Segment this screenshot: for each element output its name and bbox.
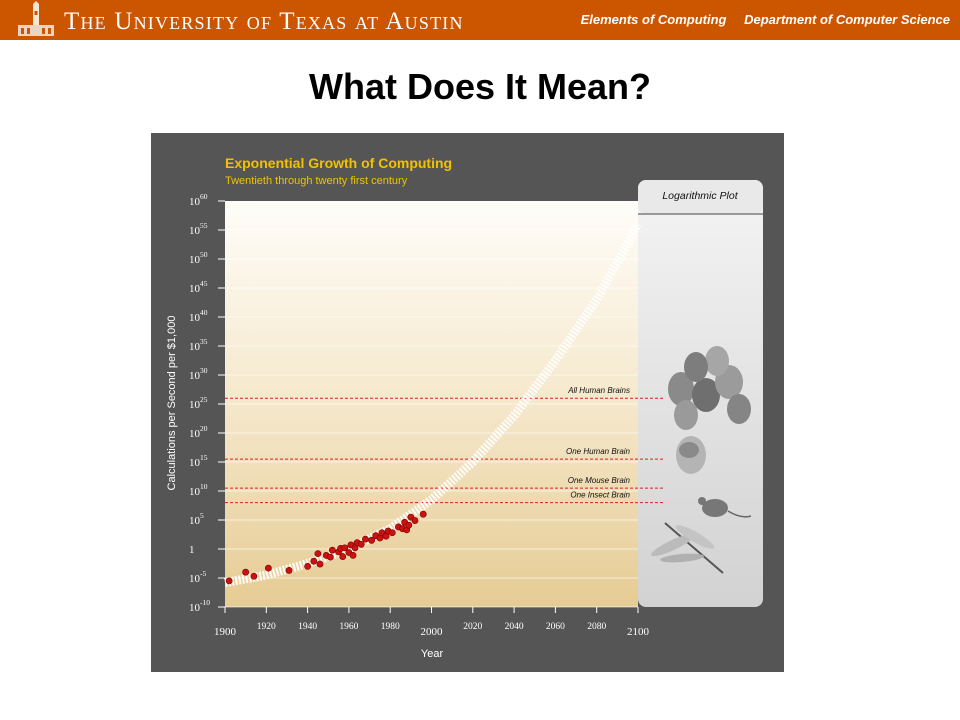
- x-tick-label: 1920: [257, 622, 276, 632]
- ut-tower-logo: [18, 1, 54, 36]
- data-point: [285, 567, 293, 574]
- course-link[interactable]: Elements of Computing: [580, 12, 727, 27]
- data-point: [362, 535, 369, 543]
- header-banner: The University of Texas at Austin Elemen…: [0, 0, 960, 40]
- chart-svg: Logarithmic Plot Exponential Growth of C…: [151, 133, 784, 672]
- data-point: [405, 521, 413, 529]
- y-tick-label: 1: [189, 544, 195, 556]
- x-tick-label: 2060: [546, 622, 565, 632]
- data-point: [341, 544, 349, 552]
- x-tick-label: 2100: [627, 626, 650, 638]
- x-tick-label: 2040: [505, 622, 524, 632]
- brain-head-illustration: [676, 436, 706, 474]
- data-point: [304, 562, 311, 570]
- data-point: [326, 553, 334, 561]
- university-name: The University of Texas at Austin: [64, 8, 464, 35]
- data-point: [225, 577, 233, 585]
- chart-subtitle: Twentieth through twenty first century: [225, 175, 408, 187]
- x-tick-label: 1980: [381, 622, 400, 632]
- x-tick-label: 2020: [463, 622, 482, 632]
- data-point: [411, 517, 419, 524]
- x-tick-label: 1960: [339, 622, 358, 632]
- data-point: [314, 550, 322, 558]
- scale-note: Logarithmic Plot: [662, 190, 738, 202]
- data-point: [242, 568, 250, 576]
- data-point: [349, 551, 357, 559]
- x-axis-label: Year: [421, 648, 444, 660]
- x-tick-label: 1940: [298, 622, 317, 632]
- data-point: [264, 564, 272, 572]
- y-axis-label: Calculations per Second per $1,000: [166, 316, 178, 491]
- data-point: [388, 529, 396, 537]
- data-point: [316, 560, 324, 568]
- data-point: [419, 510, 427, 518]
- data-point: [310, 557, 318, 565]
- chart-figure: Logarithmic Plot Exponential Growth of C…: [151, 133, 784, 672]
- human-heads-illustration: [668, 346, 751, 430]
- department-link[interactable]: Department of Computer Science: [744, 12, 950, 27]
- threshold-label: All Human Brains: [567, 386, 630, 395]
- dragonfly-illustration: [651, 522, 724, 574]
- data-point: [339, 553, 347, 560]
- data-point: [368, 536, 376, 544]
- trend-line: [224, 222, 642, 588]
- mouse-illustration: [698, 497, 752, 518]
- chart-title: Exponential Growth of Computing: [225, 155, 452, 171]
- data-point: [250, 572, 258, 580]
- header-links: Elements of Computing Department of Comp…: [567, 12, 950, 27]
- side-panel-header: [638, 180, 763, 214]
- threshold-label: One Mouse Brain: [568, 476, 631, 485]
- x-tick-label: 2080: [587, 622, 606, 632]
- x-tick-label: 1900: [214, 626, 237, 638]
- threshold-label: One Human Brain: [566, 447, 631, 456]
- data-point: [357, 540, 365, 548]
- slide-title: What Does It Mean?: [308, 66, 652, 107]
- threshold-label: One Insect Brain: [570, 491, 630, 500]
- x-tick-label: 2000: [421, 626, 444, 638]
- data-point: [328, 546, 336, 554]
